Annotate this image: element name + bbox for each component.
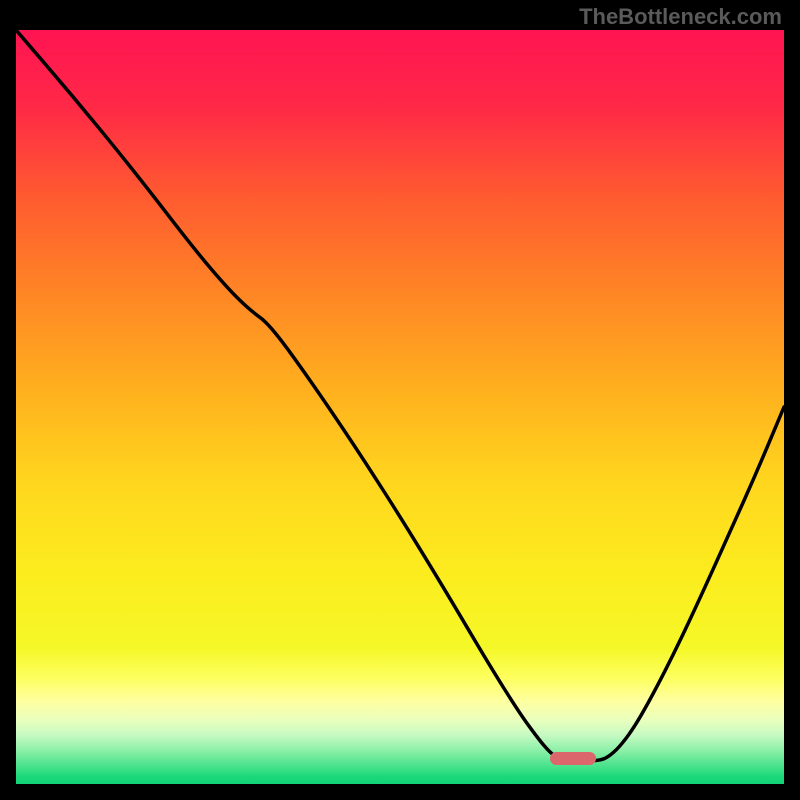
plot-area bbox=[16, 30, 784, 784]
bottleneck-curve bbox=[16, 30, 784, 784]
watermark-text: TheBottleneck.com bbox=[579, 4, 782, 30]
optimal-marker bbox=[550, 752, 596, 765]
